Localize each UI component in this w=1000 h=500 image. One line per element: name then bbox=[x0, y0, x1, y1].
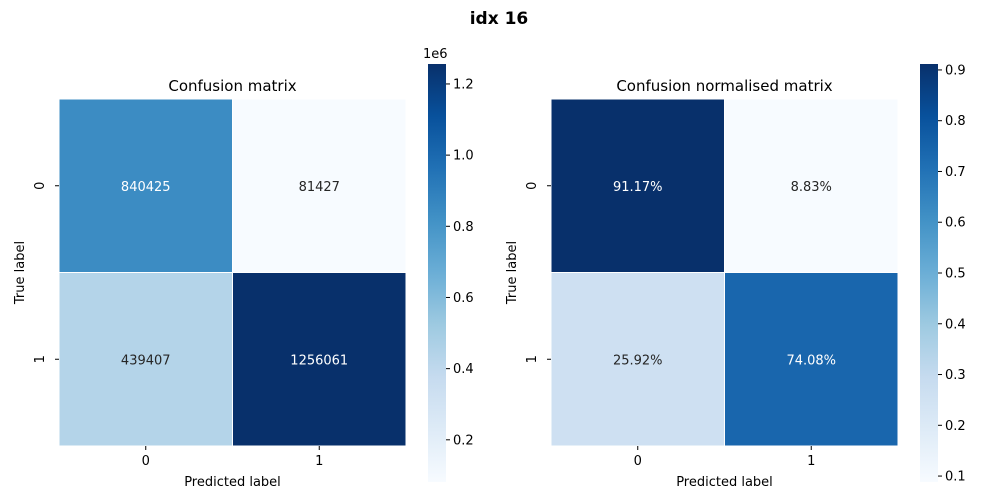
heatmap-cell-r1-c0 bbox=[58, 272, 233, 447]
colorbar-tick-label: 0.6 bbox=[945, 216, 966, 231]
colorbar-tick-label: 0.1 bbox=[945, 470, 966, 485]
y-tick-label: 0 bbox=[525, 182, 540, 190]
colorbar-tick-label: 0.9 bbox=[945, 63, 966, 78]
heatmap-cell-r0-c1 bbox=[724, 98, 899, 273]
colorbar-tick-label: 0.4 bbox=[453, 362, 474, 377]
chart-title: Confusion matrix bbox=[168, 77, 296, 95]
colorbar-tick-label: 0.2 bbox=[453, 433, 474, 448]
heatmap-cell-r0-c1 bbox=[232, 98, 407, 273]
colorbar bbox=[920, 64, 938, 482]
x-tick-label: 0 bbox=[634, 454, 642, 469]
colorbar-tick-label: 1.0 bbox=[453, 149, 474, 164]
colorbar-tick-label: 0.6 bbox=[453, 291, 474, 306]
colorbar-tick-label: 0.4 bbox=[945, 317, 966, 332]
heatmap-cell-r1-c0 bbox=[550, 272, 725, 447]
y-tick-label: 1 bbox=[33, 355, 48, 363]
x-tick-label: 1 bbox=[807, 454, 815, 469]
x-axis-label: Predicted label bbox=[184, 475, 281, 490]
cell-annotation: 74.08% bbox=[786, 353, 836, 368]
cell-annotation: 840425 bbox=[121, 180, 171, 195]
heatmap-cell-r0-c0 bbox=[58, 98, 233, 273]
colorbar-tick-label: 1.2 bbox=[453, 77, 474, 92]
cell-annotation: 1256061 bbox=[290, 353, 348, 368]
cell-annotation: 439407 bbox=[121, 353, 171, 368]
heatmap-cell-r1-c1 bbox=[724, 272, 899, 447]
cell-annotation: 8.83% bbox=[791, 180, 832, 195]
colorbar-tick-label: 0.8 bbox=[453, 220, 474, 235]
y-axis-label: True label bbox=[505, 241, 520, 305]
colorbar-tick-label: 0.2 bbox=[945, 419, 966, 434]
colorbar-tick-label: 0.3 bbox=[945, 368, 966, 383]
y-tick-label: 1 bbox=[525, 355, 540, 363]
colorbar-offset-label: 1e6 bbox=[423, 47, 448, 62]
colorbar bbox=[428, 64, 446, 482]
x-tick-label: 1 bbox=[315, 454, 323, 469]
colorbar-tick-label: 0.8 bbox=[945, 114, 966, 129]
colorbar-tick-label: 0.7 bbox=[945, 165, 966, 180]
x-axis-label: Predicted label bbox=[676, 475, 773, 490]
figure-suptitle: idx 16 bbox=[470, 9, 529, 29]
heatmap-cell-r1-c1 bbox=[232, 272, 407, 447]
x-tick-label: 0 bbox=[142, 454, 150, 469]
cell-annotation: 91.17% bbox=[613, 180, 663, 195]
cell-annotation: 81427 bbox=[299, 180, 340, 195]
cell-annotation: 25.92% bbox=[613, 353, 663, 368]
confusion-normalised-matrix-panel: Confusion normalised matrix 91.17% 8.83% 25… bbox=[505, 63, 966, 490]
confusion-matrix-panel: Confusion matrix 840425 81427 439407 1256061… bbox=[13, 47, 474, 490]
y-tick-label: 0 bbox=[33, 182, 48, 190]
colorbar-tick-label: 0.5 bbox=[945, 267, 966, 282]
y-axis-label: True label bbox=[13, 241, 28, 305]
chart-title: Confusion normalised matrix bbox=[616, 77, 832, 95]
